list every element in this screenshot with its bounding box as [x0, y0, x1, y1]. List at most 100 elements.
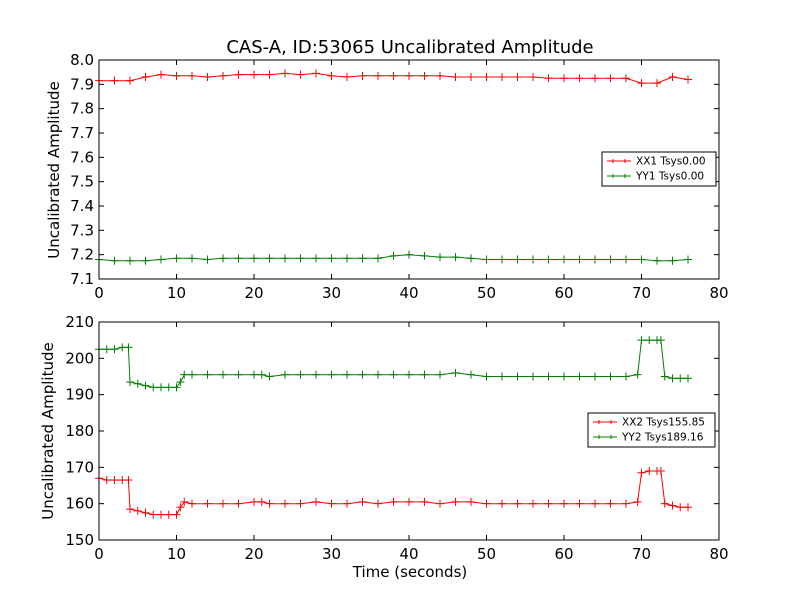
bottom-point-yy2	[312, 370, 320, 379]
bottom-point-yy2	[544, 372, 553, 381]
top-point-yy1	[374, 254, 382, 263]
bottom-point-yy2	[606, 372, 615, 381]
top-point-yy1	[126, 256, 134, 265]
top-point-yy1	[203, 255, 212, 264]
bottom-point-xx2	[660, 499, 669, 508]
bottom-xtick-label: 50	[477, 545, 496, 563]
top-point-xx1	[544, 74, 553, 83]
bottom-point-yy2	[110, 345, 119, 354]
bottom-legend-marker-yy2	[597, 435, 613, 439]
bottom-point-yy2	[668, 374, 677, 383]
bottom-point-yy2	[575, 372, 584, 381]
top-point-yy1	[327, 254, 336, 263]
top-point-yy1	[591, 255, 599, 264]
top-point-xx1	[265, 70, 274, 79]
bottom-point-xx2	[529, 499, 537, 508]
top-point-xx1	[637, 79, 646, 88]
top-point-yy1	[498, 255, 506, 264]
top-point-xx1	[157, 70, 165, 79]
bottom-point-xx2	[668, 501, 677, 510]
bottom-point-xx2	[343, 499, 351, 508]
top-point-yy1	[420, 251, 429, 260]
top-point-yy1	[157, 255, 165, 264]
top-plot: CAS-A, ID:53065 Uncalibrated Amplitude U…	[45, 37, 729, 302]
bottom-legend-box	[587, 412, 716, 448]
top-ytick-label: 7.6	[70, 148, 94, 166]
top-point-yy1	[544, 255, 553, 264]
bottom-point-yy2	[164, 383, 173, 392]
top-point-xx1	[234, 70, 243, 79]
top-point-yy1	[234, 254, 243, 263]
bottom-point-xx2	[126, 505, 134, 514]
bottom-point-yy2	[633, 370, 642, 379]
bottom-xtick-label: 0	[94, 545, 104, 563]
top-point-xx1	[188, 71, 196, 80]
bottom-point-yy2	[126, 377, 134, 386]
bottom-point-yy2	[176, 377, 185, 386]
top-point-yy1	[219, 254, 227, 263]
bottom-point-xx2	[265, 499, 274, 508]
top-xtick-label: 60	[554, 284, 573, 302]
top-point-xx1	[296, 70, 305, 79]
top-point-xx1	[575, 74, 584, 83]
top-point-xx1	[513, 73, 522, 82]
top-point-xx1	[622, 74, 630, 83]
top-ytick-label: 7.9	[70, 75, 94, 93]
top-xtick-label: 0	[94, 284, 104, 302]
bottom-point-xx2	[327, 499, 336, 508]
bottom-point-yy2	[188, 370, 196, 379]
bottom-point-yy2	[467, 370, 475, 379]
bottom-point-xx2	[234, 499, 243, 508]
bottom-point-yy2	[660, 372, 669, 381]
top-point-xx1	[203, 73, 212, 82]
top-point-yy1	[684, 255, 692, 264]
top-ytick-label: 7.4	[70, 197, 94, 215]
top-point-xx1	[312, 69, 320, 78]
top-xtick-label: 40	[399, 284, 418, 302]
bottom-point-xx2	[606, 499, 615, 508]
bottom-point-xx2	[358, 497, 367, 506]
bottom-point-yy2	[343, 370, 351, 379]
top-point-yy1	[467, 254, 475, 263]
bottom-point-yy2	[405, 370, 413, 379]
bottom-legend-entry-yy2: YY2 Tsys189.16	[593, 432, 704, 444]
top-point-xx1	[606, 74, 615, 83]
bottom-ytick-label: 190	[65, 386, 94, 404]
top-xtick-label: 10	[167, 284, 186, 302]
bottom-point-xx2	[102, 476, 111, 485]
bottom-point-xx2	[133, 506, 142, 515]
bottom-point-yy2	[219, 370, 227, 379]
top-point-xx1	[591, 74, 599, 83]
top-ytick-label: 7.3	[70, 221, 94, 239]
bottom-point-xx2	[498, 499, 506, 508]
bottom-point-yy2	[327, 370, 336, 379]
top-legend-entry-xx1: XX1 Tsys0.00	[607, 156, 706, 168]
top-point-yy1	[575, 255, 584, 264]
bottom-point-yy2	[250, 370, 258, 379]
bottom-point-yy2	[676, 374, 685, 383]
top-point-xx1	[451, 73, 460, 82]
bottom-point-yy2	[389, 370, 398, 379]
top-plot-tick-labels: 0 10 20 30 40 50 60 70 80 7.1 7.2 7.3 7.4 7.5 7.6 7.7 7.…	[70, 51, 728, 302]
top-plot-series	[95, 69, 692, 265]
bottom-point-yy2	[374, 370, 382, 379]
bottom-point-xx2	[141, 508, 150, 517]
bottom-point-xx2	[157, 510, 165, 519]
bottom-point-xx2	[451, 497, 460, 506]
top-legend-label-yy1: YY1 Tsys0.00	[635, 171, 704, 183]
bottom-xtick-label: 10	[167, 545, 186, 563]
top-point-yy1	[389, 251, 398, 260]
top-xtick-label: 30	[322, 284, 341, 302]
bottom-point-xx2	[467, 497, 475, 506]
top-plot-title: CAS-A, ID:53065 Uncalibrated Amplitude	[226, 37, 593, 58]
top-point-xx1	[110, 76, 119, 85]
bottom-point-yy2	[420, 370, 429, 379]
top-xtick-label: 70	[632, 284, 651, 302]
bottom-point-yy2	[482, 372, 491, 381]
top-legend-marker-xx1	[611, 159, 627, 163]
bottom-point-xx2	[203, 499, 212, 508]
bottom-plot-tick-labels: 0 10 20 30 40 50 60 70 80 150 160 170 180 190 200 210	[65, 313, 728, 563]
top-ytick-label: 8.0	[70, 51, 94, 69]
